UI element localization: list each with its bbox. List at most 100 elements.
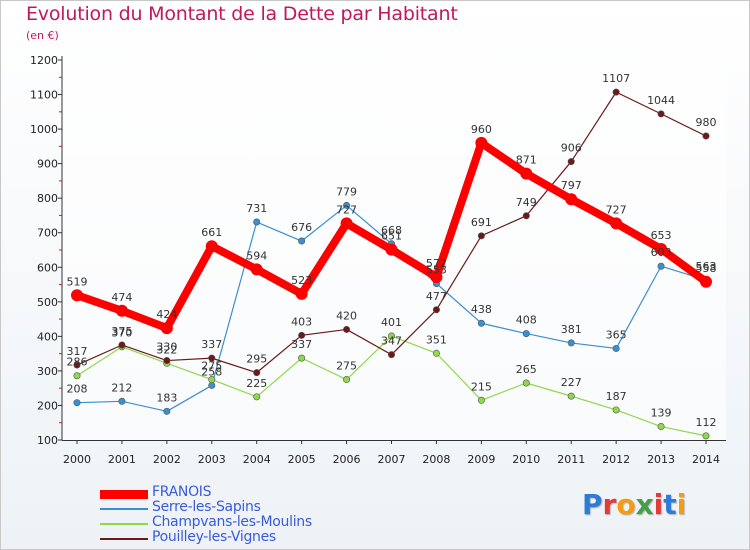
proxiti-logo: Proxiti xyxy=(582,488,686,521)
data-label: 960 xyxy=(471,123,492,136)
data-label: 208 xyxy=(67,383,88,396)
data-label: 258 xyxy=(201,365,222,378)
x-tick-label: 2002 xyxy=(153,453,181,466)
data-label: 871 xyxy=(516,154,537,167)
data-label: 317 xyxy=(67,345,88,358)
data-label: 403 xyxy=(291,315,312,328)
legend-item: Serre-les-Sapins xyxy=(100,499,400,516)
data-point xyxy=(567,158,575,166)
legend-item: FRANOIS xyxy=(100,484,400,501)
data-point xyxy=(610,217,623,230)
x-tick-label: 2008 xyxy=(422,453,450,466)
data-point xyxy=(253,393,261,401)
data-point xyxy=(253,218,261,226)
data-point xyxy=(298,331,306,339)
logo-letter: t xyxy=(663,488,677,521)
data-point xyxy=(208,376,216,384)
data-point xyxy=(700,275,712,288)
data-point xyxy=(477,232,485,240)
data-label: 749 xyxy=(516,196,537,209)
data-point xyxy=(430,270,443,283)
data-point xyxy=(73,372,81,380)
data-label: 351 xyxy=(426,333,447,346)
data-label: 797 xyxy=(561,179,582,192)
data-label: 438 xyxy=(471,303,492,316)
data-label: 474 xyxy=(111,291,132,304)
data-point xyxy=(295,287,308,300)
x-tick-label: 2004 xyxy=(243,453,271,466)
data-point xyxy=(387,332,395,340)
data-point xyxy=(657,423,665,431)
x-tick-label: 2003 xyxy=(198,453,226,466)
data-label: 375 xyxy=(111,325,132,338)
data-point xyxy=(520,167,533,180)
data-label: 225 xyxy=(246,377,267,390)
logo-letter: r xyxy=(602,488,617,521)
data-point xyxy=(385,243,398,256)
data-point xyxy=(567,392,575,400)
legend-swatch xyxy=(100,538,148,540)
data-label: 691 xyxy=(471,216,492,229)
y-tick-label: 400 xyxy=(37,330,58,343)
data-point xyxy=(340,217,353,230)
data-label: 553 xyxy=(426,264,447,277)
data-label: 295 xyxy=(246,353,267,366)
x-tick-label: 2009 xyxy=(467,453,495,466)
y-tick-label: 1100 xyxy=(30,89,58,102)
y-tick-label: 900 xyxy=(37,158,58,171)
data-label: 408 xyxy=(516,314,537,327)
data-label: 187 xyxy=(606,390,627,403)
data-point xyxy=(432,306,440,314)
y-tick-label: 700 xyxy=(37,227,58,240)
y-tick-label: 1200 xyxy=(30,54,58,67)
logo-letter: P xyxy=(582,488,603,521)
data-point xyxy=(298,237,306,245)
data-label: 651 xyxy=(381,230,402,243)
data-label: 668 xyxy=(381,224,402,237)
data-point xyxy=(477,396,485,404)
data-label: 183 xyxy=(156,391,177,404)
data-label: 401 xyxy=(381,316,402,329)
x-tick-label: 2007 xyxy=(378,453,406,466)
legend-label: FRANOIS xyxy=(152,484,212,500)
y-tick-label: 600 xyxy=(37,261,58,274)
data-point xyxy=(657,110,665,118)
data-point xyxy=(702,132,710,140)
data-label: 727 xyxy=(606,203,627,216)
data-label: 523 xyxy=(291,274,312,287)
data-point xyxy=(253,369,261,377)
data-label: 347 xyxy=(381,335,402,348)
data-label: 980 xyxy=(696,116,717,129)
data-point xyxy=(71,289,83,302)
data-point xyxy=(612,88,620,96)
data-label: 731 xyxy=(246,202,267,215)
data-label: 215 xyxy=(471,380,492,393)
data-point xyxy=(205,240,218,253)
x-tick-label: 2000 xyxy=(63,453,91,466)
data-point xyxy=(118,397,126,405)
data-label: 1107 xyxy=(602,72,630,85)
data-point xyxy=(657,262,665,270)
data-point xyxy=(343,201,351,209)
data-point xyxy=(522,330,530,338)
data-label: 477 xyxy=(426,290,447,303)
data-point xyxy=(522,212,530,220)
y-tick-label: 1000 xyxy=(30,123,58,136)
y-tick-label: 800 xyxy=(37,192,58,205)
y-tick-label: 200 xyxy=(37,399,58,412)
data-label: 227 xyxy=(561,376,582,389)
data-label: 1044 xyxy=(647,94,675,107)
logo-letter: x xyxy=(635,488,654,521)
logo-letter: o xyxy=(616,488,636,521)
data-label: 603 xyxy=(651,246,672,259)
data-label: 661 xyxy=(201,226,222,239)
data-label: 265 xyxy=(516,363,537,376)
data-point xyxy=(477,319,485,327)
chart-subtitle: (en €) xyxy=(26,29,59,42)
data-label: 727 xyxy=(336,203,357,216)
data-label: 330 xyxy=(156,341,177,354)
data-label: 139 xyxy=(651,407,672,420)
data-label: 594 xyxy=(246,249,267,262)
data-point xyxy=(160,322,173,335)
